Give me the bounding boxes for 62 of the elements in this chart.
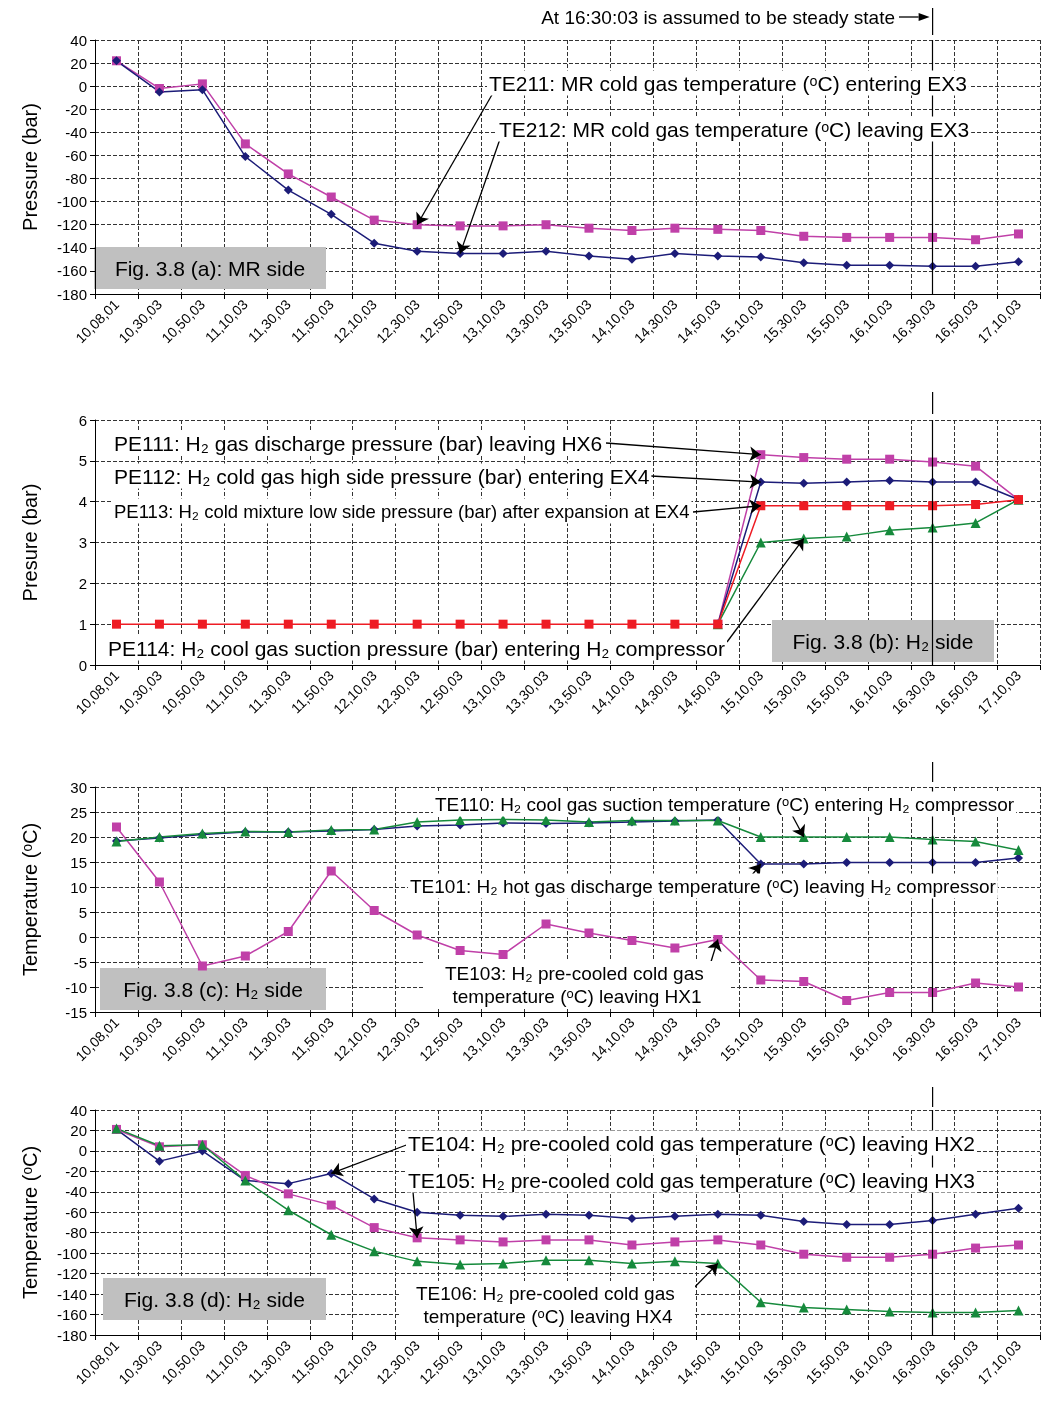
y-tick-label: 40 [70, 31, 87, 49]
annotation: PE112: H₂ cold gas high side pressure (bar) entering EX4 [114, 464, 650, 488]
annotation: Fig. 3.8 (b): H₂ side [792, 629, 974, 653]
y-tick-label: -160 [56, 1306, 87, 1324]
y-tick-label: 40 [70, 1101, 87, 1119]
y-tick-label: -20 [65, 1162, 87, 1180]
annotation: PE111: H₂ gas discharge pressure (bar) leaving HX6 [114, 431, 603, 455]
annotation: TE105: H₂ pre-cooled cold gas temperature (ᵒC) leaving HX3 [408, 1168, 976, 1192]
annotation: TE211: MR cold gas temperature (ᵒC) entering EX3 [489, 71, 967, 95]
y-tick-label: 10 [70, 878, 87, 896]
y-tick-label: -40 [65, 1183, 87, 1201]
annotation: PE114: H₂ cool gas suction pressure (bar) entering H₂ compressor [108, 636, 726, 660]
y-tick-label: 0 [78, 1142, 87, 1160]
y-tick-label: 4 [78, 493, 87, 511]
annotation: Fig. 3.8 (d): H₂ side [124, 1287, 305, 1311]
y-tick-label: -180 [56, 1326, 87, 1344]
y-tick-label: -5 [73, 953, 87, 971]
y-axis-title: Pressure (bar) [19, 103, 41, 231]
annotation: TE101: H₂ hot gas discharge temperature (ᵒC) leaving H₂ compressor [410, 875, 997, 897]
y-tick-label: -160 [56, 262, 87, 280]
y-tick-label: 3 [78, 534, 87, 551]
y-tick-label: 0 [78, 928, 87, 946]
annotation: TE212: MR cold gas temperature (ᵒC) leaving EX3 [499, 117, 970, 141]
y-tick-label: -80 [65, 170, 87, 188]
y-tick-label: -180 [56, 285, 87, 303]
annotation: Fig. 3.8 (c): H₂ side [123, 977, 303, 1001]
annotation: TE110: H₂ cool gas suction temperature (ᵒC) entering H₂ compressor [435, 793, 1015, 815]
annotation: PE113: H₂ cold mixture low side pressure (bar) after expansion at EX4 [114, 500, 690, 522]
y-tick-label: -80 [65, 1224, 87, 1242]
y-tick-label: -140 [56, 1285, 87, 1303]
y-tick-label: 5 [78, 452, 87, 470]
y-tick-label: 6 [78, 411, 87, 429]
annotation: Fig. 3.8 (a): MR side [114, 256, 306, 280]
y-tick-label: -40 [65, 123, 87, 141]
y-tick-label: -60 [65, 1203, 87, 1221]
y-tick-label: 0 [78, 656, 87, 674]
y-tick-label: -15 [65, 1003, 87, 1021]
legend-label: At 16:30:03 is assumed to be steady state [541, 6, 895, 28]
y-tick-label: 1 [78, 615, 87, 633]
y-tick-label: -120 [56, 1265, 87, 1283]
annotation: TE106: H₂ pre-cooled cold gas temperature (ᵒC) leaving HX4 [415, 1283, 681, 1327]
y-axis-title: Presure (bar) [19, 483, 41, 602]
y-tick-label: -100 [56, 1244, 87, 1262]
y-tick-label: 2 [78, 574, 87, 592]
annotation: TE104: H₂ pre-cooled cold gas temperature (ᵒC) leaving HX2 [408, 1131, 976, 1155]
y-tick-label: -120 [56, 216, 87, 234]
y-tick-label: 15 [70, 853, 87, 871]
y-tick-label: 20 [70, 54, 87, 72]
y-tick-label: 20 [70, 1121, 87, 1139]
y-tick-label: 5 [78, 903, 87, 921]
y-tick-label: 30 [70, 778, 87, 796]
y-axis-title: Temperature (ᵒC) [19, 1145, 41, 1300]
y-tick-label: -60 [65, 146, 87, 164]
annotation: TE103: H₂ pre-cooled cold gas temperature (ᵒC) leaving HX1 [444, 963, 710, 1007]
y-tick-label: 20 [70, 828, 87, 846]
y-tick-label: 25 [70, 803, 87, 821]
y-tick-label: -140 [56, 239, 87, 257]
y-tick-label: 0 [78, 77, 87, 95]
y-tick-label: -10 [65, 978, 87, 996]
y-axis-title: Temperature (ᵒC) [19, 822, 41, 977]
y-tick-label: -20 [65, 100, 87, 118]
y-tick-label: -100 [56, 193, 87, 211]
